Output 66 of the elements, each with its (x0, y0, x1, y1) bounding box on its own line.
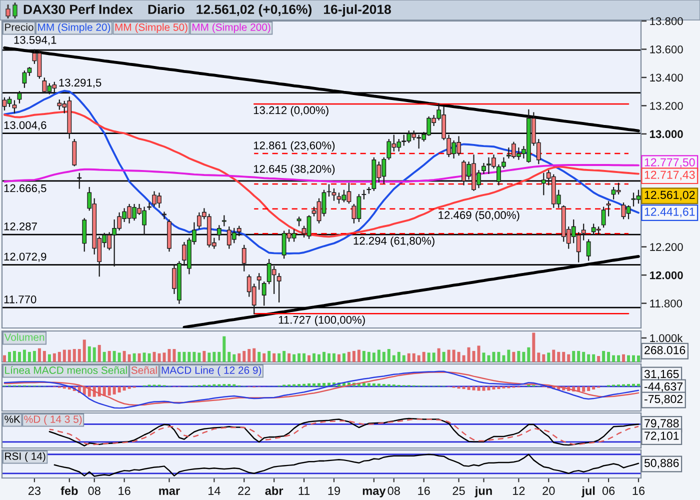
x-tick-label: 25 (452, 486, 465, 496)
y-tick-label: 12.200 (650, 243, 683, 251)
series-label: RSI ( 14) (5, 452, 46, 462)
text: 268.016 (644, 346, 686, 354)
text: %K (4, 416, 20, 423)
text: MM (Simple 20) (38, 23, 110, 33)
x-tick-label: 08 (88, 486, 100, 496)
y-tick-label: 13.400 (650, 74, 683, 82)
y-tick-label: 13.600 (650, 45, 683, 54)
x-tick-label: jun (474, 486, 492, 498)
y-tick-label: 13.000 (650, 130, 683, 138)
text: 72,101 (644, 432, 679, 442)
ref-line-label: 12.287 (4, 222, 37, 230)
series-label: Volumen (4, 333, 44, 341)
annotation: 12.861 (23,60%) (254, 141, 335, 152)
x-tick-label: 23 (28, 486, 40, 496)
legend-label: Precio (5, 23, 34, 31)
annotation: 11.727 (100,00%) (278, 316, 365, 326)
chart-subtitle: Diario 12.561,02 (+0,16%) 16-jul-2018 (148, 4, 391, 17)
ref-line-label: 12.072,9 (4, 252, 46, 262)
y-tick-label: 12.000 (650, 271, 683, 280)
text: 50,886 (644, 458, 679, 468)
text: 31,165 (644, 370, 679, 380)
text: MM (Simple 200) (192, 23, 270, 33)
chart-title: DAX30 Perf Index (24, 4, 133, 14)
text: MM (Simple 50) (115, 23, 188, 33)
x-tick-label: jul (582, 486, 595, 498)
text: MACD Line ( 12 26 9) (162, 366, 262, 376)
series-label: %D ( 14 3 5) (24, 415, 82, 425)
y-tick-label: 1.000k (650, 334, 683, 342)
x-tick-label: mar (159, 488, 180, 496)
x-tick-label: may (362, 488, 386, 498)
x-tick-label: feb (60, 486, 78, 496)
ref-line-label: 12.666,5 (4, 184, 46, 194)
x-tick-label: 06 (602, 486, 615, 496)
ref-line-label: 13.004,6 (4, 121, 46, 130)
text: Señal (131, 366, 157, 374)
annotation: 12.645 (38,20%) (254, 164, 335, 176)
x-tick-label: 11 (298, 486, 310, 495)
x-tick-label: 12 (513, 486, 525, 495)
ref-line-label: 13.291,5 (59, 78, 102, 88)
data-label: 12.777,50 (644, 158, 695, 168)
text: -44,637 (644, 382, 683, 392)
text: -75,802 (644, 394, 683, 404)
data-label: 12.717,43 (644, 170, 695, 180)
annotation: 13.212 (0,00%) (254, 106, 328, 116)
text: 79,788 (644, 419, 679, 429)
annotation: 12.469 (50,00%) (438, 210, 520, 222)
x-tick-label: 16 (632, 486, 645, 496)
x-tick-label: 20 (542, 486, 555, 496)
y-tick-label: 13.200 (650, 102, 683, 110)
ref-line-label: 13.594,1 (14, 36, 56, 46)
x-tick-label: abr (265, 486, 284, 496)
y-tick-label: 11.800 (650, 300, 682, 308)
x-tick-label: 16 (418, 486, 430, 496)
y-tick-label: 13.800 (650, 17, 683, 26)
series-label: Línea MACD menos Señal (5, 366, 127, 374)
x-tick-label: 19 (328, 486, 340, 496)
x-tick-label: 08 (388, 486, 400, 496)
text: 12.561,02 (644, 190, 695, 200)
x-tick-label: 14 (208, 486, 220, 495)
annotation: 12.294 (61,80%) (354, 236, 434, 247)
x-tick-label: 22 (238, 486, 250, 495)
ref-line-label: 11.770 (4, 295, 36, 304)
x-tick-label: 16 (118, 486, 130, 496)
data-label: 12.441,61 (644, 208, 695, 218)
